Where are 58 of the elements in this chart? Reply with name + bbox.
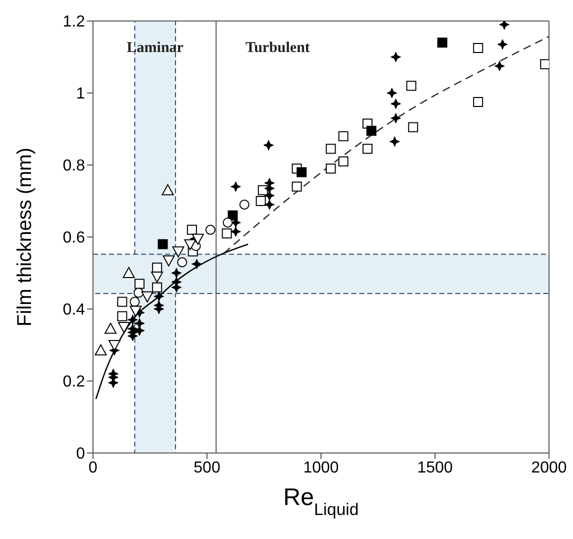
point (390, 98, 402, 110)
point (134, 278, 145, 289)
point (264, 199, 275, 210)
point (230, 181, 241, 192)
point (134, 325, 145, 336)
point (386, 88, 398, 98)
line-series (223, 36, 549, 254)
point (122, 267, 135, 278)
point (130, 296, 140, 307)
y-tick-label: 0.6 (62, 230, 86, 247)
point (172, 246, 184, 258)
point (134, 318, 145, 329)
x-tick-label: 2000 (531, 459, 567, 476)
line-series (95, 244, 249, 400)
point (437, 38, 448, 48)
y-tick-label: 1 (76, 86, 86, 103)
y-tick-label: 0.4 (62, 302, 86, 319)
point (191, 258, 202, 270)
point (152, 262, 162, 273)
annotation: Turbulent (245, 40, 310, 56)
point (162, 184, 174, 196)
point (494, 60, 505, 72)
y-tick-label: 1.2 (62, 14, 86, 31)
point (499, 21, 510, 30)
point (326, 164, 336, 174)
y-tick-label: 0.2 (62, 374, 86, 391)
y-tick-label: 0.8 (62, 158, 86, 175)
point (390, 112, 402, 124)
point (158, 239, 168, 250)
x-tick-label: 1500 (417, 459, 453, 476)
point (230, 226, 241, 237)
point (127, 314, 138, 326)
point (264, 190, 275, 201)
point (162, 255, 175, 266)
point (134, 288, 144, 298)
x-tick-label: 1000 (303, 459, 339, 476)
point (192, 234, 204, 245)
point (263, 140, 274, 150)
point (366, 126, 376, 136)
point (154, 291, 164, 302)
point (296, 167, 307, 178)
point (130, 306, 142, 317)
point (390, 52, 402, 62)
point (94, 344, 107, 356)
x-axis-title: Re$_{Liquid}$ (283, 484, 359, 518)
point (177, 257, 188, 268)
point (152, 282, 162, 292)
point (104, 322, 117, 334)
x-tick-label: 0 (88, 459, 98, 476)
point (389, 136, 400, 147)
y-tick-label: 0 (76, 446, 86, 463)
point (171, 268, 182, 278)
x-tick-label: 500 (194, 459, 220, 476)
point (497, 39, 508, 50)
y-axis-title: Film thickness (mm) (14, 148, 36, 326)
point (141, 291, 154, 302)
point (184, 239, 196, 250)
point (151, 272, 164, 283)
